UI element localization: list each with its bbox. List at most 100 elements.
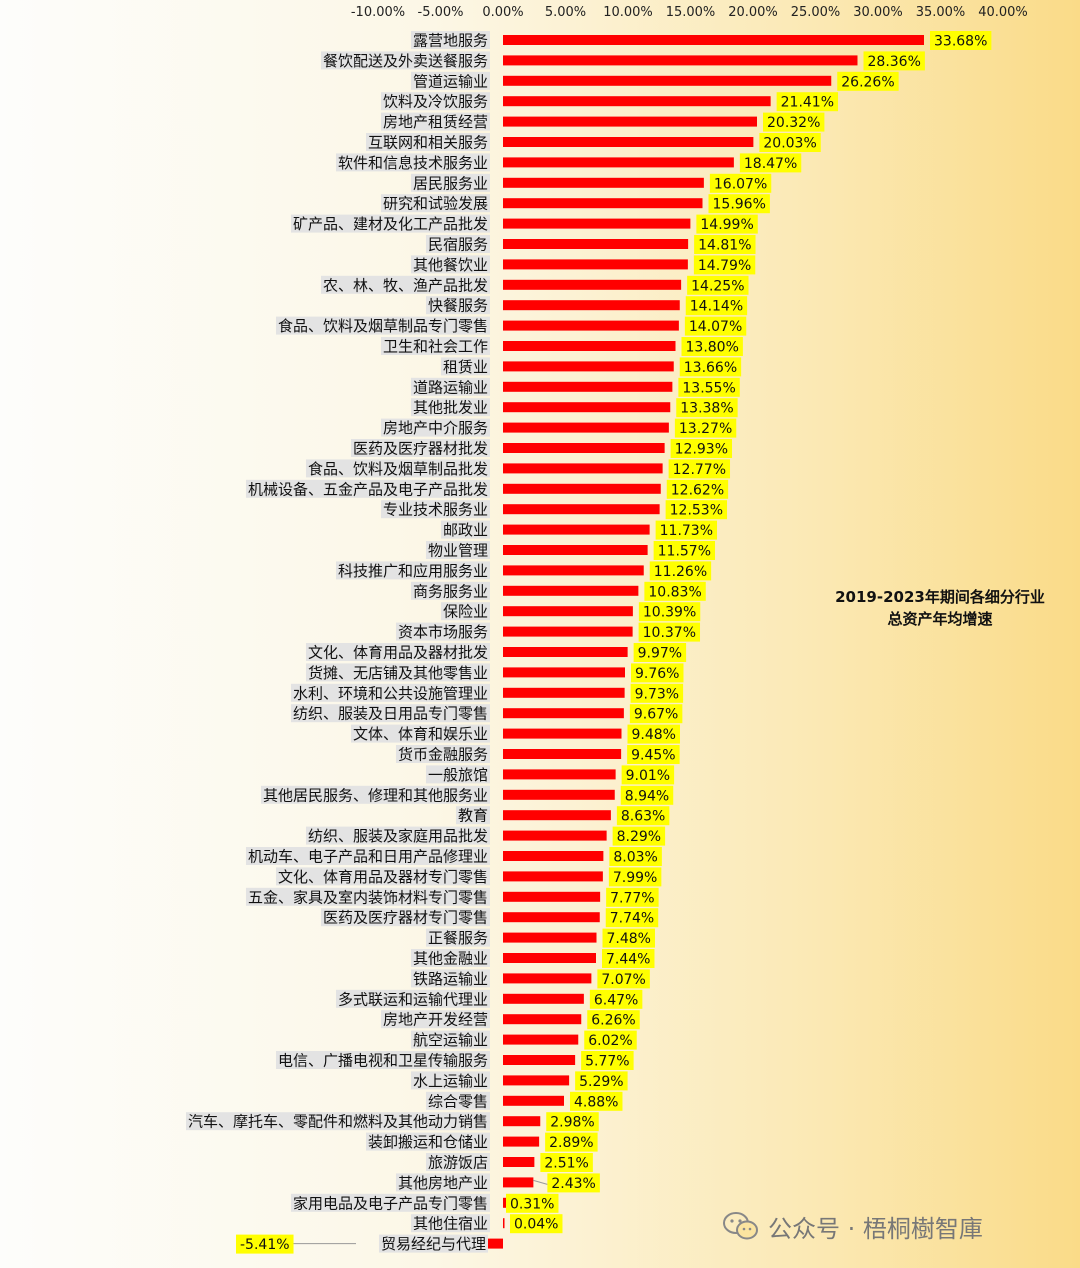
- value-label-bg: [687, 275, 749, 295]
- category-label-bg: [275, 1051, 490, 1069]
- bar: [503, 830, 607, 841]
- value-label: 13.55%: [682, 380, 735, 396]
- value-label-bg: [678, 377, 740, 397]
- category-label-bg: [410, 949, 490, 967]
- bar: [503, 259, 688, 270]
- bar: [503, 769, 616, 780]
- leader-line: [533, 1179, 548, 1185]
- category-label: 多式联运和运输代理业: [338, 990, 488, 1008]
- category-label-bg: [365, 1132, 490, 1151]
- bar: [503, 177, 704, 188]
- category-label: 房地产中介服务: [383, 419, 488, 437]
- category-label-bg: [425, 765, 490, 784]
- value-label-bg: [930, 31, 992, 50]
- bar: [503, 75, 832, 86]
- bar: [503, 789, 615, 800]
- category-label: 科技推广和应用服务业: [338, 562, 488, 580]
- category-label-bg: [305, 663, 490, 682]
- category-label: 邮政业: [443, 521, 488, 539]
- value-label-bg: [236, 1234, 294, 1254]
- value-label: 14.99%: [700, 217, 753, 233]
- chart-title: 2019-2023年期间各细分行业 总资产年均增速: [790, 586, 1080, 630]
- x-tick-label: 40.00%: [978, 5, 1028, 20]
- bar: [503, 932, 597, 943]
- bar: [503, 851, 604, 861]
- bar: [503, 687, 625, 698]
- category-label-bg: [410, 1214, 490, 1233]
- category-label: 其他住宿业: [413, 1215, 488, 1233]
- value-label-bg: [546, 1112, 599, 1132]
- category-label-bg: [425, 235, 490, 253]
- value-label: 7.77%: [610, 890, 654, 906]
- bar: [503, 993, 584, 1004]
- category-label-bg: [410, 581, 490, 600]
- category-label: 管道运输业: [413, 72, 488, 90]
- category-label-bg: [350, 439, 490, 457]
- value-label-bg: [655, 520, 718, 540]
- value-label: 14.79%: [698, 258, 751, 274]
- bar: [503, 585, 639, 596]
- value-label: 12.93%: [675, 442, 728, 458]
- value-label: 8.94%: [625, 788, 669, 804]
- category-label-bg: [305, 459, 490, 478]
- category-label: 机动车、电子产品和日用产品修理业: [248, 848, 488, 866]
- bar: [503, 1177, 534, 1188]
- value-label: 7.74%: [610, 911, 654, 927]
- value-label: 12.77%: [673, 462, 726, 478]
- value-label-bg: [644, 581, 706, 601]
- value-label-bg: [510, 1214, 563, 1234]
- value-label-bg: [633, 643, 687, 662]
- category-label-bg: [425, 541, 490, 559]
- bar: [503, 647, 628, 657]
- value-label-bg: [589, 989, 643, 1009]
- bar: [503, 463, 663, 474]
- category-label-bg: [365, 133, 490, 151]
- value-label: 10.39%: [643, 605, 696, 621]
- value-label-bg: [674, 418, 737, 438]
- bar: [503, 1157, 535, 1167]
- value-label: 13.27%: [679, 421, 732, 437]
- category-label: 饮料及冷饮服务: [383, 93, 488, 111]
- category-label: 食品、饮料及烟草制品批发: [308, 460, 488, 478]
- value-label-bg: [694, 235, 756, 254]
- category-label: 水利、环境和公共设施管理业: [293, 684, 488, 702]
- bar: [503, 565, 644, 576]
- x-tick-label: 25.00%: [791, 5, 841, 20]
- value-label-bg: [631, 663, 684, 683]
- category-label: 贸易经纪与代理: [381, 1235, 486, 1253]
- value-label-bg: [597, 969, 650, 989]
- value-label-bg: [606, 887, 659, 907]
- bar: [503, 157, 734, 168]
- category-label: 医药及医疗器材批发: [353, 440, 488, 458]
- value-label: 9.01%: [626, 768, 670, 784]
- category-label-bg: [335, 561, 490, 580]
- category-label-bg: [410, 1030, 490, 1049]
- value-label-bg: [629, 704, 683, 724]
- value-label: 7.07%: [601, 972, 645, 988]
- value-label-bg: [759, 133, 821, 152]
- value-label-bg: [584, 1030, 637, 1050]
- value-label: 18.47%: [744, 156, 797, 172]
- category-label-bg: [245, 847, 490, 865]
- category-label: 道路运输业: [413, 378, 488, 396]
- category-label: 文化、体育用品及器材批发: [308, 644, 488, 662]
- category-label-bg: [245, 479, 490, 498]
- category-label: 医药及医疗器材专门零售: [323, 909, 488, 927]
- value-label: 7.44%: [606, 952, 650, 968]
- value-label: 33.68%: [934, 34, 987, 50]
- bar: [503, 606, 633, 617]
- bar: [503, 1116, 541, 1127]
- value-label-bg: [685, 296, 748, 316]
- category-label: 机械设备、五金产品及电子产品批发: [248, 480, 488, 498]
- category-label-bg: [410, 398, 490, 417]
- category-label: 铁路运输业: [413, 970, 488, 988]
- value-label: 14.07%: [689, 319, 742, 335]
- value-label-bg: [763, 112, 825, 132]
- category-label-bg: [320, 275, 490, 294]
- value-label-bg: [540, 1153, 593, 1172]
- value-label-bg: [506, 1193, 559, 1213]
- bar: [503, 545, 648, 555]
- category-label-bg: [410, 71, 490, 90]
- value-label-bg: [570, 1091, 623, 1111]
